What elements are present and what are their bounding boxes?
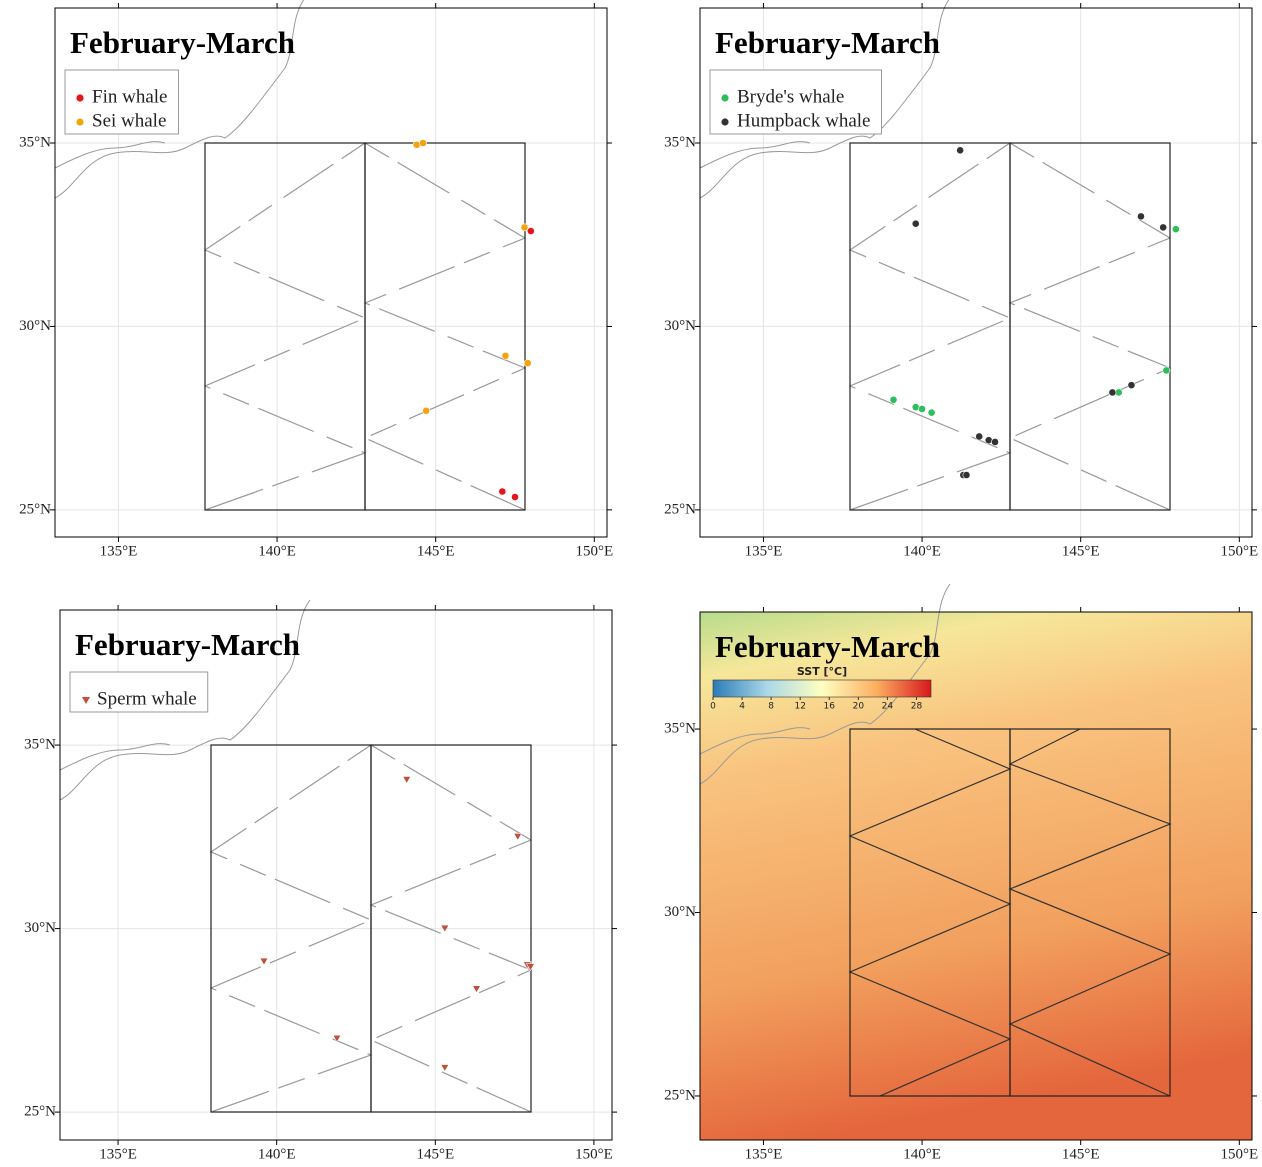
sighting	[912, 220, 919, 227]
sighting	[1137, 213, 1144, 220]
y-tick-label: 25°N	[664, 1087, 696, 1103]
colorbar-tick-label: 8	[768, 702, 774, 712]
panel-title: February-March	[70, 25, 295, 60]
sighting	[524, 360, 531, 367]
legend-label: Sei whale	[92, 110, 166, 131]
colorbar-tick-label: 20	[853, 702, 865, 712]
sighting	[423, 407, 430, 414]
sighting	[333, 1035, 341, 1042]
legend-marker	[721, 94, 728, 101]
sighting	[991, 438, 998, 445]
sighting	[441, 1065, 449, 1072]
sighting	[260, 958, 268, 965]
y-tick-label: 35°N	[24, 737, 56, 753]
colorbar-tick-label: 24	[882, 702, 894, 712]
colorbar-tick-label: 4	[739, 702, 745, 712]
panel-title: February-March	[715, 25, 940, 60]
sighting	[514, 833, 522, 840]
x-tick-label: 150°E	[1220, 543, 1258, 559]
legend-marker	[721, 118, 728, 125]
colorbar-title: SST [°C]	[797, 665, 847, 678]
y-tick-label: 30°N	[664, 318, 696, 334]
x-tick-label: 150°E	[575, 1146, 613, 1162]
x-tick-label: 145°E	[416, 1146, 454, 1162]
page: 135°E 140°E 145°E 150°E 25°N 30°N 35°N February…	[0, 0, 1262, 1167]
sighting	[928, 409, 935, 416]
sighting	[473, 986, 481, 993]
colorbar-tick-label: 28	[911, 702, 923, 712]
sighting	[957, 147, 964, 154]
legend-label: Bryde's whale	[737, 86, 844, 107]
x-tick-label: 135°E	[100, 543, 138, 559]
legend-marker	[76, 118, 83, 125]
y-tick-label: 25°N	[19, 501, 51, 517]
legend-label: Sperm whale	[97, 688, 197, 709]
x-tick-label: 145°E	[1062, 543, 1100, 559]
sighting	[918, 405, 925, 412]
colorbar-tick-label: 0	[710, 702, 716, 712]
x-tick-label: 140°E	[903, 1146, 941, 1162]
sighting	[1163, 367, 1170, 374]
legend-marker	[76, 94, 83, 101]
sighting	[521, 224, 528, 231]
x-tick-label: 135°E	[99, 1146, 137, 1162]
legend: Bryde's whale Humpback whale	[710, 70, 881, 134]
sighting	[1128, 382, 1135, 389]
sighting	[963, 471, 970, 478]
y-tick-label: 30°N	[664, 904, 696, 920]
x-tick-label: 150°E	[575, 543, 613, 559]
sighting	[1109, 389, 1116, 396]
y-tick-label: 25°N	[664, 501, 696, 517]
x-tick-label: 135°E	[745, 1146, 783, 1162]
colorbar-tick-label: 12	[794, 702, 805, 712]
figure: 135°E 140°E 145°E 150°E 25°N 30°N 35°N February…	[0, 0, 1262, 1167]
colorbar	[713, 680, 931, 697]
sighting	[499, 488, 506, 495]
y-tick-label: 35°N	[664, 720, 696, 736]
sighting	[1172, 226, 1179, 233]
legend-label: Fin whale	[92, 86, 167, 107]
sighting	[511, 493, 518, 500]
x-tick-label: 145°E	[1062, 1146, 1100, 1162]
sighting	[527, 227, 534, 234]
sighting	[1160, 224, 1167, 231]
x-tick-label: 145°E	[417, 543, 455, 559]
y-tick-label: 35°N	[664, 134, 696, 150]
sighting	[976, 433, 983, 440]
x-tick-label: 140°E	[258, 543, 296, 559]
x-tick-label: 140°E	[258, 1146, 296, 1162]
y-tick-label: 30°N	[19, 318, 51, 334]
y-tick-label: 35°N	[19, 134, 51, 150]
x-tick-label: 150°E	[1220, 1146, 1258, 1162]
panel-title: February-March	[715, 629, 940, 664]
legend: Fin whale Sei whale	[65, 70, 178, 134]
legend-label: Humpback whale	[737, 110, 870, 131]
legend: Sperm whale	[70, 672, 208, 712]
sighting	[890, 396, 897, 403]
colorbar-tick-label: 16	[824, 702, 836, 712]
y-tick-label: 30°N	[24, 920, 56, 936]
x-tick-label: 135°E	[745, 543, 783, 559]
sighting	[419, 139, 426, 146]
sighting	[502, 352, 509, 359]
panel-title: February-March	[75, 627, 300, 662]
x-tick-label: 140°E	[903, 543, 941, 559]
y-tick-label: 25°N	[24, 1104, 56, 1120]
sighting	[403, 776, 411, 783]
